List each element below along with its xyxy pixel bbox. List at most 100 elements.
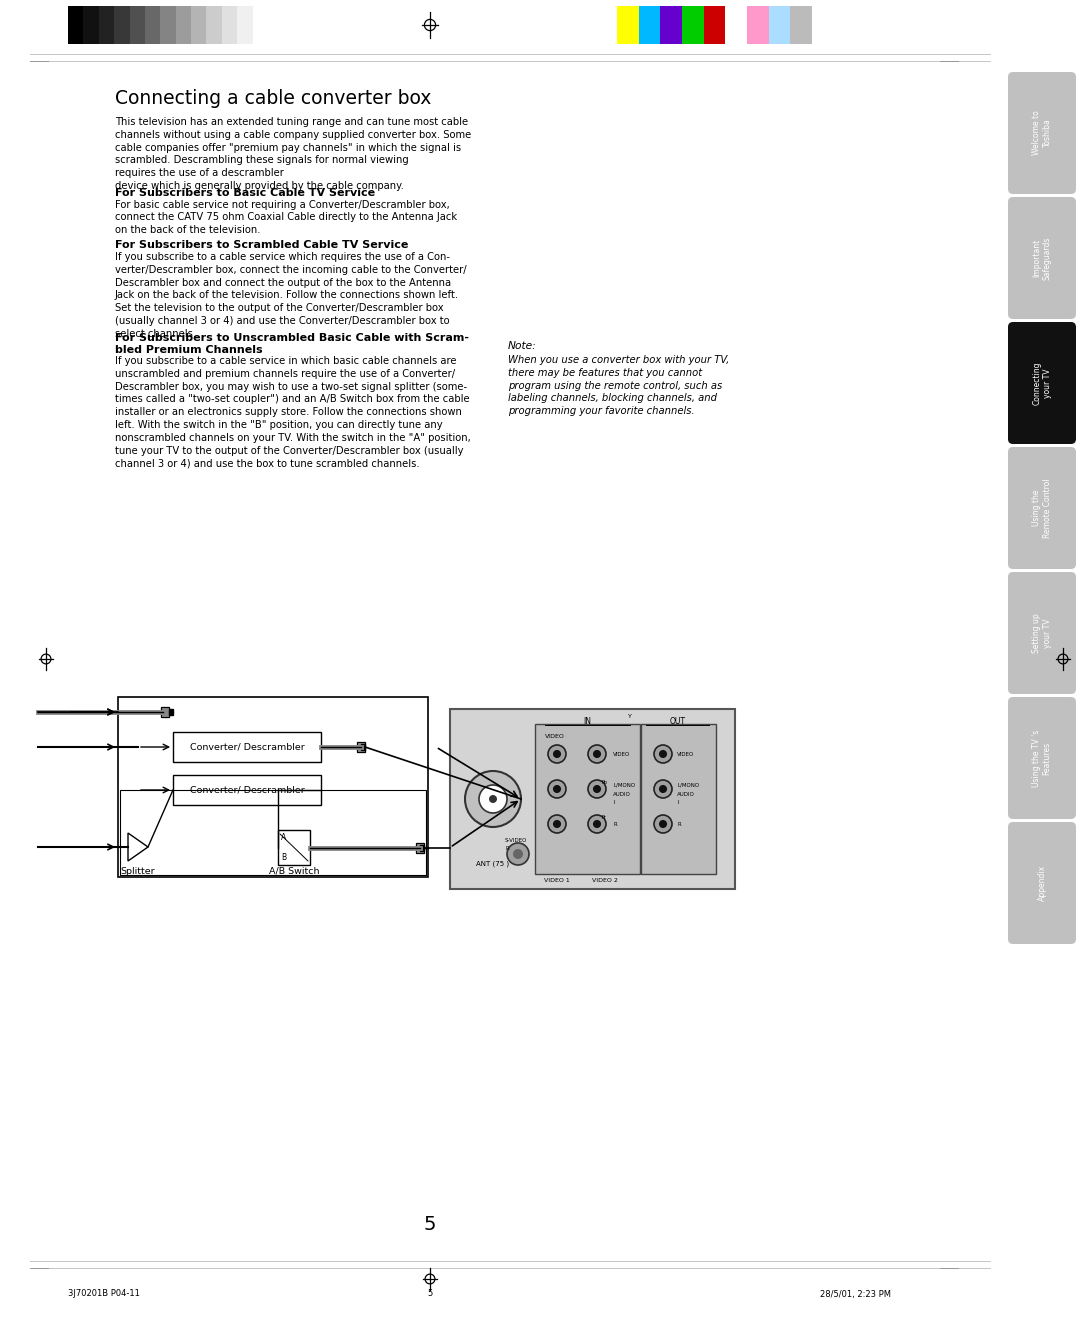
Text: When you use a converter box with your TV,
there may be features that you cannot: When you use a converter box with your T…: [508, 355, 729, 416]
Text: Setting up
your TV: Setting up your TV: [1032, 613, 1052, 653]
Bar: [114, 5, 130, 44]
Text: Pr: Pr: [602, 815, 607, 819]
Bar: [361, 744, 365, 750]
Text: VIDEO 2: VIDEO 2: [592, 878, 618, 884]
Text: Important
Safeguards: Important Safeguards: [1032, 236, 1052, 280]
Circle shape: [507, 844, 529, 865]
Bar: [769, 5, 791, 44]
FancyBboxPatch shape: [1008, 321, 1076, 445]
Bar: [450, 708, 735, 889]
Bar: [83, 5, 98, 44]
Text: Converter/ Descrambler: Converter/ Descrambler: [190, 786, 305, 794]
Bar: [120, 790, 426, 874]
Bar: [726, 5, 747, 44]
Circle shape: [588, 815, 606, 833]
Text: Connecting a cable converter box: Connecting a cable converter box: [114, 88, 431, 108]
Bar: [221, 5, 238, 44]
Text: L/MONO: L/MONO: [677, 782, 699, 787]
Circle shape: [548, 815, 566, 833]
Text: Pb: Pb: [602, 781, 608, 785]
Text: This television has an extended tuning range and can tune most cable
channels wi: This television has an extended tuning r…: [114, 116, 471, 191]
Circle shape: [593, 750, 602, 758]
FancyBboxPatch shape: [1008, 72, 1076, 194]
Text: VIDEO 1: VIDEO 1: [544, 878, 570, 884]
Text: Note:: Note:: [508, 341, 537, 351]
Circle shape: [489, 795, 497, 803]
Bar: [173, 732, 321, 762]
Circle shape: [593, 819, 602, 828]
Circle shape: [593, 785, 602, 793]
Bar: [173, 775, 321, 805]
Bar: [535, 724, 640, 874]
Bar: [168, 708, 173, 715]
Bar: [420, 845, 424, 850]
Text: Appendix: Appendix: [1038, 865, 1047, 901]
Bar: [191, 5, 206, 44]
Text: 5: 5: [423, 1214, 436, 1233]
Circle shape: [480, 785, 507, 813]
Text: OUT: OUT: [670, 716, 686, 726]
Bar: [357, 742, 365, 753]
Circle shape: [513, 849, 523, 860]
Bar: [98, 5, 114, 44]
Text: Welcome to
Toshiba: Welcome to Toshiba: [1032, 111, 1052, 155]
Text: I: I: [677, 799, 678, 805]
FancyBboxPatch shape: [1008, 822, 1076, 944]
Text: Using the
Remote Control: Using the Remote Control: [1032, 478, 1052, 538]
Circle shape: [588, 744, 606, 763]
Text: Converter/ Descrambler: Converter/ Descrambler: [190, 743, 305, 751]
Bar: [638, 5, 660, 44]
Bar: [660, 5, 681, 44]
Text: A: A: [282, 833, 286, 842]
Bar: [130, 5, 145, 44]
Text: If you subscribe to a cable service which requires the use of a Con-
verter/Desc: If you subscribe to a cable service whic…: [114, 252, 467, 339]
Bar: [278, 830, 310, 865]
Circle shape: [553, 819, 561, 828]
Text: If you subscribe to a cable service in which basic cable channels are
unscramble: If you subscribe to a cable service in w…: [114, 356, 471, 469]
Circle shape: [654, 781, 672, 798]
Bar: [747, 5, 769, 44]
Text: S-VIDEO: S-VIDEO: [505, 837, 527, 842]
FancyBboxPatch shape: [1008, 572, 1076, 694]
Text: For Subscribers to Basic Cable TV Service: For Subscribers to Basic Cable TV Servic…: [114, 187, 375, 198]
Bar: [617, 5, 638, 44]
Text: IN: IN: [583, 716, 591, 726]
Text: 3J70201B P04-11: 3J70201B P04-11: [68, 1289, 140, 1299]
Text: AUDIO: AUDIO: [677, 791, 694, 797]
Bar: [206, 5, 221, 44]
FancyBboxPatch shape: [1008, 447, 1076, 569]
Text: AUDIO: AUDIO: [613, 791, 631, 797]
Text: VIDEO: VIDEO: [677, 751, 694, 757]
Text: A/B Switch: A/B Switch: [269, 866, 320, 876]
Text: VIDEO: VIDEO: [613, 751, 631, 757]
Bar: [416, 842, 424, 853]
Text: For Subscribers to Scrambled Cable TV Service: For Subscribers to Scrambled Cable TV Se…: [114, 241, 408, 250]
Bar: [357, 742, 365, 753]
Text: Using the TV 's
Features: Using the TV 's Features: [1032, 730, 1052, 786]
Text: I: I: [613, 799, 615, 805]
Bar: [791, 5, 812, 44]
Circle shape: [659, 785, 667, 793]
Text: ANT (75 ): ANT (75 ): [476, 861, 510, 868]
Text: Connecting
your TV: Connecting your TV: [1032, 362, 1052, 404]
Text: 28/5/01, 2:23 PM: 28/5/01, 2:23 PM: [820, 1289, 891, 1299]
Text: Y: Y: [629, 715, 632, 719]
Bar: [145, 5, 160, 44]
FancyBboxPatch shape: [1008, 197, 1076, 319]
Bar: [642, 724, 716, 874]
Text: R: R: [677, 822, 680, 826]
Circle shape: [659, 750, 667, 758]
Bar: [681, 5, 704, 44]
Bar: [416, 842, 424, 853]
Circle shape: [654, 744, 672, 763]
Circle shape: [465, 771, 521, 828]
Circle shape: [553, 750, 561, 758]
Text: For Subscribers to Unscrambled Basic Cable with Scram-
bled Premium Channels: For Subscribers to Unscrambled Basic Cab…: [114, 333, 469, 355]
Bar: [238, 5, 253, 44]
Text: VIDEO: VIDEO: [545, 735, 565, 739]
Text: R: R: [505, 845, 509, 850]
Bar: [161, 707, 168, 716]
Circle shape: [553, 785, 561, 793]
Bar: [68, 5, 83, 44]
FancyBboxPatch shape: [1008, 698, 1076, 819]
